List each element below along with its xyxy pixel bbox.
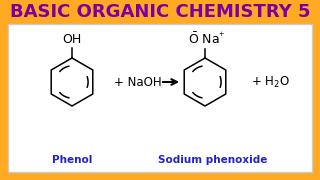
Text: + NaOH: + NaOH — [114, 75, 162, 89]
Text: $\bar{\mathrm{O}}$ Na: $\bar{\mathrm{O}}$ Na — [188, 31, 220, 47]
Text: $^+$: $^+$ — [217, 31, 225, 41]
Text: Sodium phenoxide: Sodium phenoxide — [158, 155, 268, 165]
FancyBboxPatch shape — [8, 24, 312, 172]
Text: OH: OH — [62, 33, 82, 46]
Text: BASIC ORGANIC CHEMISTRY 5: BASIC ORGANIC CHEMISTRY 5 — [10, 3, 310, 21]
Text: + H$_2$O: + H$_2$O — [251, 75, 289, 89]
Text: Phenol: Phenol — [52, 155, 92, 165]
